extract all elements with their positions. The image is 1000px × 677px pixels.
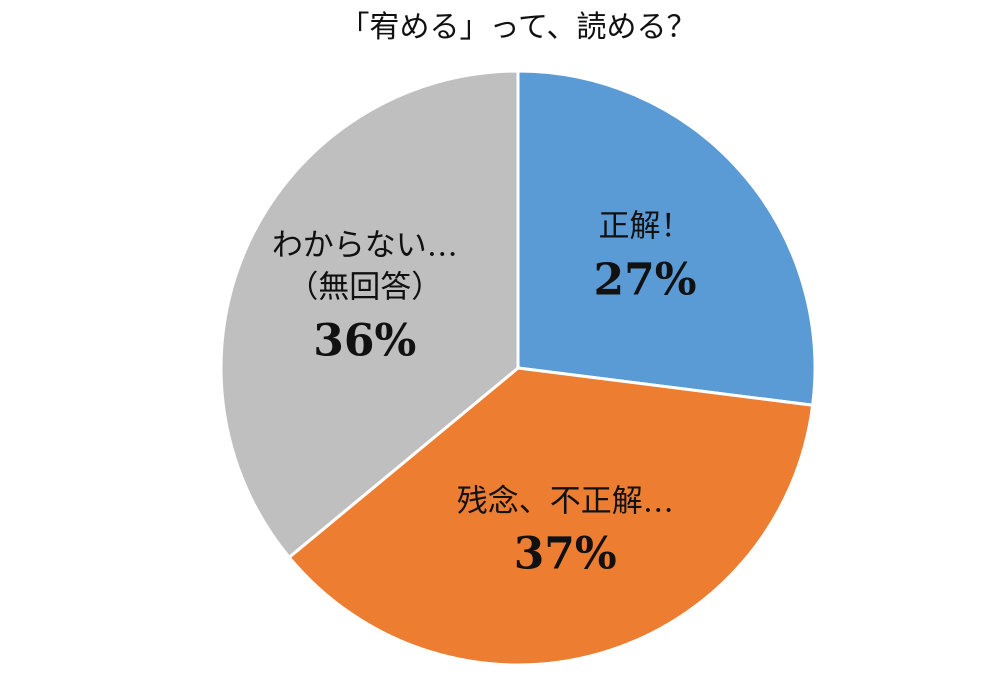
category-label: 正解！ [598, 208, 692, 245]
pie-slice [287, 366, 815, 667]
value-label: 27% [593, 254, 697, 306]
slice-label: 正解！ 27% [593, 207, 696, 306]
category-label: 残念、不正解… [456, 483, 674, 520]
pie-slice [219, 69, 520, 560]
slice-label: わからない… （無回答） 36% [272, 226, 458, 367]
pie-slice [516, 69, 817, 407]
category-label: わからない… （無回答） [271, 227, 458, 306]
value-label: 37% [513, 528, 617, 580]
chart-title: 「宥める」って、読める？ [339, 10, 697, 45]
slice-label: 残念、不正解… 37% [457, 481, 674, 580]
value-label: 36% [313, 315, 417, 367]
